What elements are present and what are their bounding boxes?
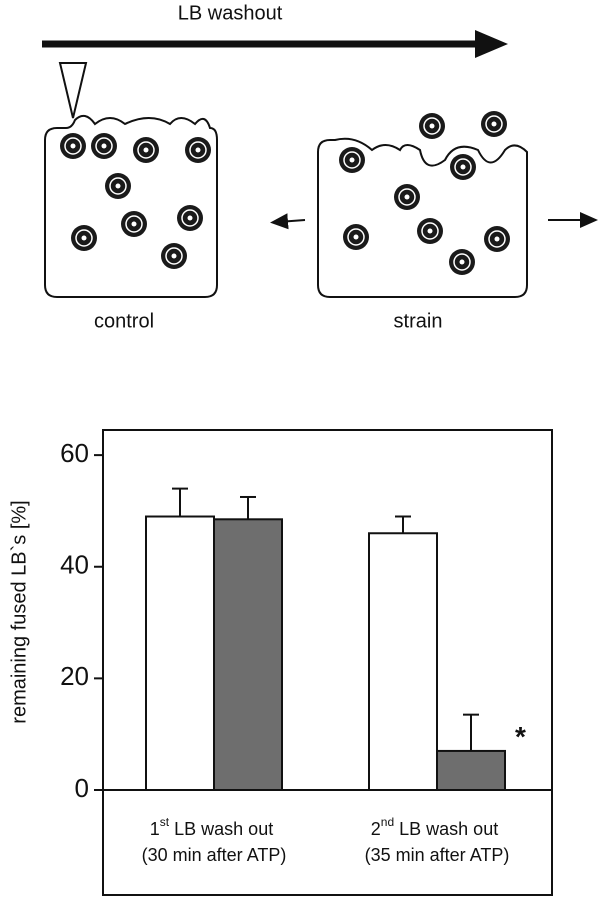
bar <box>368 532 438 791</box>
vesicle-core <box>195 147 201 153</box>
error-bar <box>395 515 411 534</box>
y-tick-label: 40 <box>60 550 89 580</box>
strain-cell <box>317 137 528 298</box>
strain-label: strain <box>394 310 443 332</box>
error-bar <box>463 713 479 751</box>
vesicle-core <box>491 121 497 127</box>
y-tick-label: 20 <box>60 661 89 691</box>
vesicle-core <box>81 235 87 241</box>
y-tick-label: 60 <box>60 438 89 468</box>
vesicle-core <box>187 215 193 221</box>
vesicle-ring <box>453 253 471 271</box>
vesicle-core <box>101 143 107 149</box>
vesicle-ring <box>165 247 183 265</box>
strain-arrow-left <box>270 213 306 230</box>
vesicle-ring <box>75 229 93 247</box>
plot-frame <box>102 429 553 896</box>
vesicle-core <box>171 253 177 259</box>
vesicle-core <box>353 234 359 240</box>
vesicle-core <box>460 164 466 170</box>
vesicle-ring <box>488 230 506 248</box>
bar <box>436 749 506 792</box>
vesicle-core <box>494 236 500 242</box>
error-bar <box>240 495 256 520</box>
vesicle-ring <box>485 115 503 133</box>
vesicle-ring <box>181 209 199 227</box>
vesicle-ring <box>343 151 361 169</box>
vesicle-ring <box>421 222 439 240</box>
bar <box>145 515 215 792</box>
vesicle-ring <box>189 141 207 159</box>
diagram: LB washout control strain <box>42 2 598 332</box>
vesicle-core <box>404 194 410 200</box>
x-tick-label: 1st LB wash out (30 min after ATP) <box>142 815 287 865</box>
y-tick-label: 0 <box>75 773 89 803</box>
vesicles <box>60 111 510 275</box>
vesicle-ring <box>454 158 472 176</box>
vesicle-core <box>143 147 149 153</box>
vesicle-ring <box>64 137 82 155</box>
arrow-head <box>475 30 508 58</box>
vesicle-core <box>349 157 355 163</box>
pointer <box>58 62 88 119</box>
vesicle-ring <box>137 141 155 159</box>
vesicle-core <box>427 228 433 234</box>
error-bar <box>172 487 188 517</box>
vesicle-core <box>131 221 137 227</box>
vesicle-core <box>459 259 465 265</box>
bar <box>213 518 283 791</box>
arrow-label: LB washout <box>178 2 283 24</box>
vesicle-ring <box>398 188 416 206</box>
control-label: control <box>94 310 154 332</box>
vesicle-ring <box>347 228 365 246</box>
vesicle-ring <box>95 137 113 155</box>
y-axis-label: remaining fused LB`s [%] <box>8 500 30 723</box>
x-tick-label: 2nd LB wash out (35 min after ATP) <box>365 815 510 865</box>
vesicle-ring <box>109 177 127 195</box>
vesicle-core <box>70 143 76 149</box>
vesicle-core <box>115 183 121 189</box>
vesicle-ring <box>423 117 441 135</box>
annotation: * <box>515 721 526 752</box>
vesicle-ring <box>125 215 143 233</box>
vesicle-core <box>429 123 435 129</box>
